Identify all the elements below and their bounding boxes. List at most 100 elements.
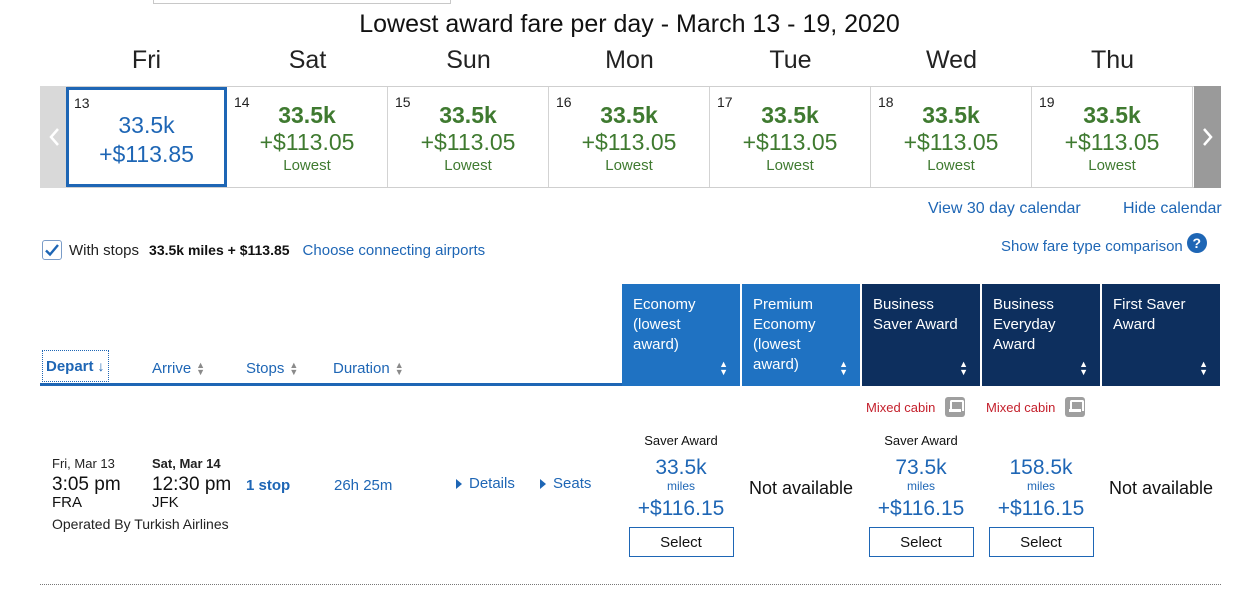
mixed-cabin-notice: Mixed cabin (986, 397, 1086, 417)
day-number: 13 (74, 95, 90, 111)
dow-label: Sat (288, 46, 327, 74)
depart-airport: FRA (52, 494, 82, 511)
depart-time: 3:05 pm (52, 474, 121, 495)
expand-triangle-icon (456, 478, 462, 489)
arrive-airport: JFK (152, 494, 179, 511)
sort-updown-icon: ▲ ▼ (1199, 359, 1208, 377)
dow-label: Wed (926, 46, 977, 74)
search-box-edge (153, 0, 451, 4)
fare-miles: 73.5k (895, 456, 947, 479)
choose-connecting-airports-link[interactable]: Choose connecting airports (302, 241, 486, 259)
calendar-day-18[interactable]: 18 33.5k +$113.05 Lowest (871, 87, 1032, 187)
day-lowest-note: Lowest (1088, 157, 1136, 174)
fare-not-available: Not available (1108, 478, 1214, 498)
seat-icon[interactable] (945, 397, 966, 417)
fare-miles-unit: miles (1026, 479, 1055, 493)
day-lowest-note: Lowest (444, 157, 492, 174)
fare-type (982, 433, 1100, 451)
day-miles: 33.5k (278, 102, 336, 128)
day-number: 16 (556, 94, 572, 110)
fare-column-label: Economy (lowest award) (633, 296, 696, 353)
dow-label: Thu (1090, 46, 1135, 74)
fare-miles: 158.5k (1009, 456, 1073, 479)
sort-updown-icon: ▲ ▼ (394, 359, 404, 377)
sort-header: Depart ↓ Arrive ▲ ▼ Stops ▲ ▼ Duration ▲ ▼ (40, 284, 622, 386)
with-stops-fare: 33.5k miles + $113.85 (149, 242, 290, 258)
stops-link[interactable]: 1 stop (246, 477, 291, 494)
fare-column-first-saver[interactable]: First Saver Award ▲ ▼ (1102, 284, 1220, 386)
details-link[interactable]: Details (456, 475, 515, 492)
select-economy-button[interactable]: Select (628, 527, 734, 557)
day-lowest-note: Lowest (766, 157, 814, 174)
sort-duration[interactable]: Duration ▲ ▼ (333, 360, 404, 377)
select-business-saver-button[interactable]: Select (868, 527, 974, 557)
sort-arrive[interactable]: Arrive ▲ ▼ (152, 360, 205, 377)
seats-link[interactable]: Seats (540, 475, 591, 492)
fare-miles-unit: miles (906, 479, 935, 493)
fare-column-premium-economy[interactable]: Premium Economy (lowest award) ▲ ▼ (742, 284, 860, 386)
fare-column-label: Premium Economy (lowest award) (753, 296, 816, 373)
fare-column-business-everyday[interactable]: Business Everyday Award ▲ ▼ (982, 284, 1100, 386)
fare-column-business-saver[interactable]: Business Saver Award ▲ ▼ (862, 284, 980, 386)
arrive-date: Sat, Mar 14 (152, 456, 221, 471)
view-30-day-calendar-link[interactable]: View 30 day calendar (928, 200, 1081, 217)
mixed-cabin-label: Mixed cabin (866, 399, 936, 415)
day-price: +$113.05 (259, 129, 355, 155)
day-price: +$113.05 (420, 129, 516, 155)
sort-updown-icon: ▲ ▼ (719, 359, 728, 377)
fare-miles: 33.5k (655, 456, 707, 479)
flight-duration: 26h 25m (334, 477, 393, 494)
fare-cell-business-saver: Saver Award 73.5k miles +$116.15 Select (862, 433, 980, 557)
mixed-cabin-label: Mixed cabin (986, 399, 1056, 415)
day-number: 19 (1039, 94, 1055, 110)
day-lowest-note: Lowest (605, 157, 653, 174)
show-fare-type-comparison-link[interactable]: Show fare type comparison (1001, 238, 1183, 255)
checkmark-icon (45, 244, 59, 257)
hide-calendar-link[interactable]: Hide calendar (1123, 200, 1222, 217)
day-number: 15 (395, 94, 411, 110)
day-miles: 33.5k (600, 102, 658, 128)
help-icon[interactable]: ? (1186, 232, 1207, 253)
sort-updown-icon: ▲ ▼ (1079, 359, 1088, 377)
day-number: 18 (878, 94, 894, 110)
with-stops-checkbox[interactable] (42, 240, 62, 260)
select-business-everyday-button[interactable]: Select (988, 527, 1094, 557)
day-miles: 33.5k (761, 102, 819, 128)
sort-updown-icon: ▲ ▼ (959, 359, 968, 377)
seats-label: Seats (553, 475, 592, 492)
with-stops-label: With stops (69, 241, 140, 259)
day-number: 17 (717, 94, 733, 110)
fare-not-available: Not available (748, 478, 854, 498)
fare-miles-unit: miles (666, 479, 695, 493)
fare-column-label: Business Everyday Award (993, 296, 1056, 353)
fare-column-economy[interactable]: Economy (lowest award) ▲ ▼ (622, 284, 740, 386)
day-miles: 33.5k (1083, 102, 1141, 128)
fare-cell-economy: Saver Award 33.5k miles +$116.15 Select (622, 433, 740, 557)
day-lowest-note: Lowest (927, 157, 975, 174)
calendar-day-17[interactable]: 17 33.5k +$113.05 Lowest (710, 87, 871, 187)
sort-updown-icon: ▲ ▼ (289, 359, 299, 377)
fare-price: +$116.15 (997, 497, 1085, 520)
calendar-day-16[interactable]: 16 33.5k +$113.05 Lowest (549, 87, 710, 187)
calendar-day-13[interactable]: 13 33.5k +$113.85 (66, 87, 227, 187)
calendar-next-button[interactable] (1194, 86, 1221, 188)
with-stops-row: With stops 33.5k miles + $113.85 Choose … (42, 238, 485, 262)
sort-depart[interactable]: Depart ↓ (42, 350, 109, 382)
calendar-day-14[interactable]: 14 33.5k +$113.05 Lowest (227, 87, 388, 187)
chevron-right-icon (1202, 128, 1213, 146)
dow-label: Fri (131, 46, 162, 74)
depart-date: Fri, Mar 13 (52, 456, 115, 471)
details-label: Details (469, 475, 515, 492)
sort-stops[interactable]: Stops ▲ ▼ (246, 360, 298, 377)
calendar-day-19[interactable]: 19 33.5k +$113.05 Lowest (1032, 87, 1193, 187)
mixed-cabin-notice: Mixed cabin (866, 397, 966, 417)
seat-icon[interactable] (1065, 397, 1086, 417)
day-miles: 33.5k (922, 102, 980, 128)
day-price: +$113.05 (1064, 129, 1160, 155)
sort-updown-icon: ▲ ▼ (196, 359, 206, 377)
day-lowest-note: Lowest (283, 157, 331, 174)
fare-price: +$116.15 (637, 497, 725, 520)
day-miles: 33.5k (118, 112, 175, 138)
calendar-prev-button[interactable] (40, 86, 67, 188)
calendar-day-15[interactable]: 15 33.5k +$113.05 Lowest (388, 87, 549, 187)
